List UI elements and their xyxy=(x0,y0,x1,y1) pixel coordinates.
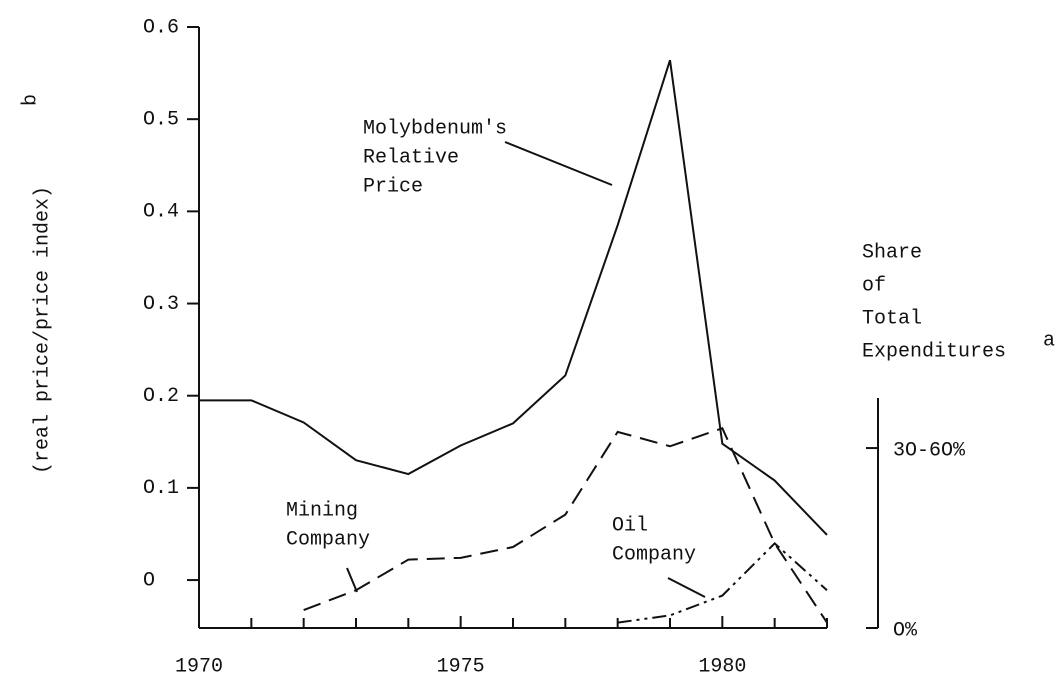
y2-axis-label: Total xyxy=(862,307,922,330)
y-tick-label: O.1 xyxy=(143,477,179,500)
series-line xyxy=(199,59,828,536)
x-tick-label: 1975 xyxy=(437,655,485,678)
y-axis-label-superscript: b xyxy=(19,94,42,106)
y2-axis-label: of xyxy=(862,274,886,297)
y-axis-label: (real price/price index) xyxy=(31,186,54,474)
y2-axis-label-superscript: a xyxy=(1043,329,1055,352)
y2-tick-label: O% xyxy=(893,619,918,642)
series-label: Molybdenum's xyxy=(363,117,507,140)
y-tick-label: O.2 xyxy=(143,385,179,408)
y-tick-label: O xyxy=(143,569,155,592)
leader-line xyxy=(346,567,358,593)
x-tick-label: 1980 xyxy=(698,655,746,678)
series-line xyxy=(303,427,828,624)
series-label: Relative xyxy=(363,146,459,169)
leader-line xyxy=(667,577,706,598)
y-tick-label: O.5 xyxy=(143,108,179,131)
series-label: Company xyxy=(286,528,370,551)
series-label: Company xyxy=(612,543,696,566)
x-tick-label: 1970 xyxy=(175,655,223,678)
y2-axis-label: Share xyxy=(862,241,922,264)
y-tick-label: O.4 xyxy=(143,201,179,224)
series-label: Price xyxy=(363,175,423,198)
series-label: Mining xyxy=(286,499,358,522)
series-line xyxy=(617,542,828,624)
leader-line xyxy=(504,141,613,186)
y2-tick-label: 3O-6O% xyxy=(893,439,966,462)
y2-axis-label: Expenditures xyxy=(862,340,1006,363)
series-label: Oil xyxy=(612,514,648,537)
y-tick-label: O.3 xyxy=(143,293,179,316)
y-tick-label: O.6 xyxy=(143,16,179,39)
